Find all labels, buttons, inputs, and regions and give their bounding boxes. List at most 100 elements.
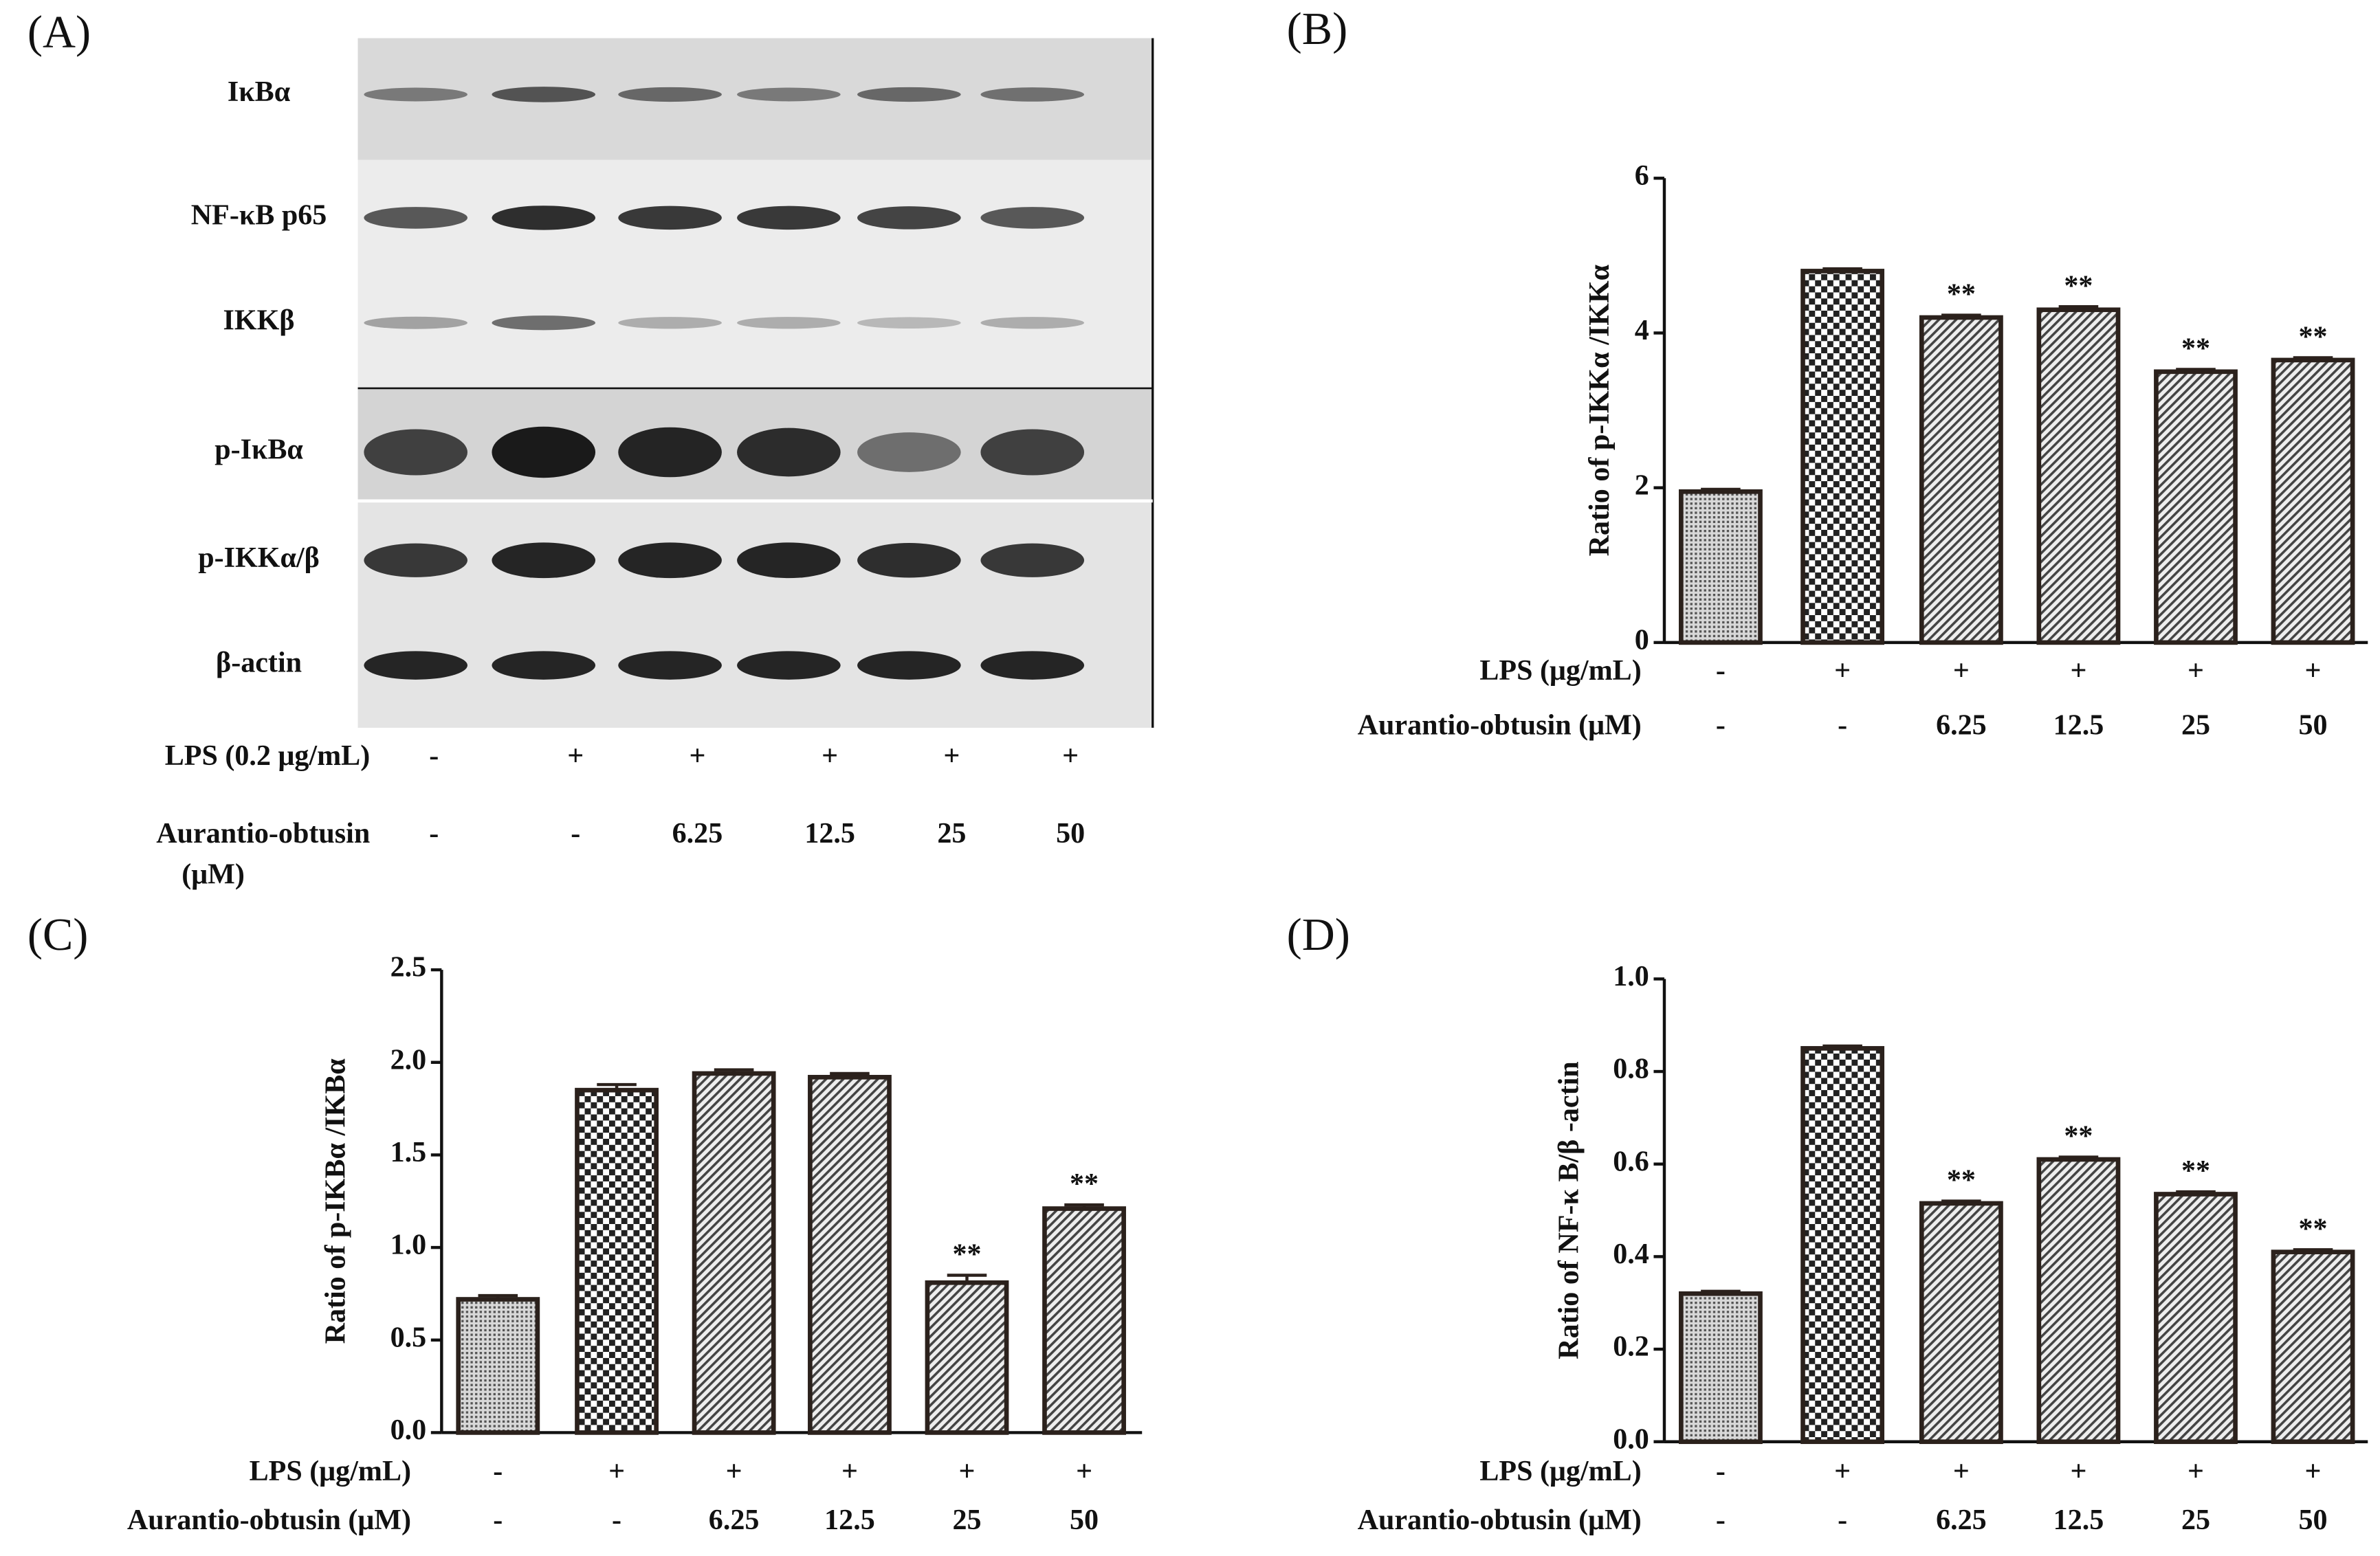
error-bar <box>1822 1044 1862 1049</box>
band <box>857 317 961 329</box>
band <box>980 87 1085 102</box>
band <box>618 205 722 230</box>
bar <box>1919 315 2003 645</box>
band <box>492 205 596 230</box>
band <box>737 87 841 102</box>
bar <box>1800 1046 1885 1445</box>
band <box>737 651 841 680</box>
error-bar <box>2058 1155 2099 1159</box>
y-tick-label: 2.5 <box>390 952 427 983</box>
band <box>737 542 841 579</box>
band <box>492 651 596 680</box>
significance: ** <box>2064 270 2093 302</box>
significance: ** <box>2299 1213 2328 1245</box>
y-tick-label: 1.5 <box>390 1137 427 1168</box>
error-bar <box>597 1082 637 1091</box>
row-label: Aurantio-obtusin <box>156 818 370 849</box>
bar <box>692 1071 776 1435</box>
row-value: 25 <box>2181 1504 2210 1536</box>
band <box>857 206 961 230</box>
significance: ** <box>2181 1155 2210 1187</box>
row-value: + <box>2305 655 2322 687</box>
band <box>492 426 596 478</box>
row-value: + <box>1076 1456 1092 1487</box>
row-value: - <box>1838 1504 1847 1536</box>
row-value: 6.25 <box>1936 710 1987 742</box>
band <box>364 207 467 229</box>
row-value: + <box>2070 1456 2086 1487</box>
row-value: + <box>1834 655 1851 687</box>
bar <box>1919 1201 2003 1445</box>
significance: ** <box>1947 1165 1976 1197</box>
band <box>980 543 1085 577</box>
bar <box>2036 307 2121 645</box>
band <box>737 317 841 329</box>
y-tick-label: 0 <box>1635 625 1649 656</box>
band <box>980 317 1085 329</box>
row-value: 12.5 <box>804 818 855 849</box>
error-bar <box>830 1071 870 1078</box>
band <box>364 543 467 577</box>
panel-label: (B) <box>1287 4 1348 54</box>
y-tick-label: 2.0 <box>390 1044 427 1076</box>
blot <box>357 38 1154 728</box>
row-value: + <box>689 740 705 772</box>
bar <box>1042 1206 1126 1435</box>
row-value: + <box>822 740 838 772</box>
y-axis-label: Ratio of p-IKKα /IKKα <box>1584 264 1616 556</box>
panel-label: (A) <box>27 8 91 58</box>
bar <box>925 1280 1009 1435</box>
error-bar <box>1701 1289 1741 1294</box>
row-value: - <box>429 740 439 772</box>
band <box>492 315 596 331</box>
row-value: + <box>2305 1456 2322 1487</box>
row-label: LPS (μg/mL) <box>1479 1456 1641 1487</box>
band-label: β-actin <box>216 647 302 679</box>
significance: ** <box>2299 322 2328 353</box>
row-value: - <box>429 818 439 849</box>
bar <box>1800 269 1885 645</box>
band <box>737 205 841 230</box>
bar <box>2036 1157 2121 1445</box>
y-tick-label: 0.2 <box>1613 1331 1649 1363</box>
row-value: + <box>2188 1456 2204 1487</box>
row-value: 50 <box>1056 818 1085 849</box>
bar <box>2271 357 2355 645</box>
y-axis-label: Ratio of p-IKBα /IKBα <box>320 1058 351 1344</box>
band <box>618 317 722 329</box>
error-bar <box>1064 1203 1104 1209</box>
row-value: - <box>1716 655 1726 687</box>
row-value: + <box>567 740 584 772</box>
y-tick-label: 0.0 <box>390 1414 427 1446</box>
significance: ** <box>2064 1121 2093 1153</box>
band <box>857 87 961 102</box>
bar <box>2154 1192 2238 1445</box>
y-tick-label: 0.6 <box>1613 1146 1649 1177</box>
band-label: IKKβ <box>223 304 295 336</box>
y-tick-label: 0.8 <box>1613 1054 1649 1085</box>
band-label: p-IκBα <box>214 434 303 466</box>
band <box>618 542 722 579</box>
row-value: 6.25 <box>672 818 723 849</box>
row-value: 12.5 <box>2053 710 2104 742</box>
band <box>618 651 722 680</box>
row-value: + <box>726 1456 742 1487</box>
row-value: 25 <box>952 1504 981 1536</box>
error-bar <box>947 1274 987 1283</box>
bar <box>808 1074 892 1435</box>
error-bar <box>2176 1190 2216 1194</box>
y-tick-label: 1.0 <box>1613 961 1649 992</box>
row-value: - <box>1838 710 1847 742</box>
error-bar <box>1822 267 1862 271</box>
row-label: LPS (μg/mL) <box>250 1456 411 1487</box>
bar <box>456 1297 540 1435</box>
row-value: - <box>493 1456 503 1487</box>
y-axis-label: Ratio of NF-κ B/β -actin <box>1554 1061 1585 1359</box>
panel-label: (C) <box>27 910 89 960</box>
y-tick-label: 4 <box>1635 315 1649 346</box>
row-value: 12.5 <box>2053 1504 2104 1536</box>
row-value: 12.5 <box>824 1504 875 1536</box>
row-value: - <box>1716 710 1726 742</box>
row-value: + <box>2070 655 2086 687</box>
band <box>857 543 961 578</box>
